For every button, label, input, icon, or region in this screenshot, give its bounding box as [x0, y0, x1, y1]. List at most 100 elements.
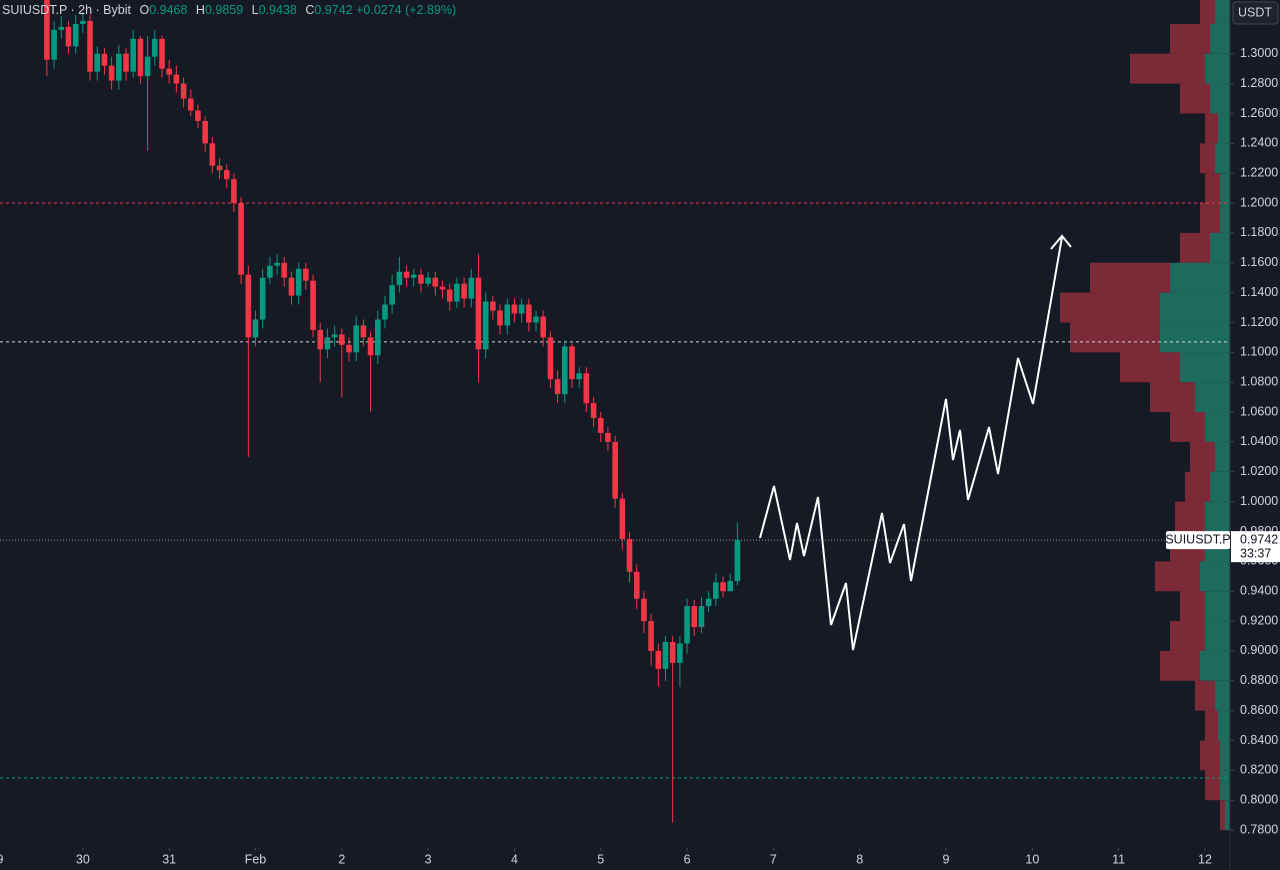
candle-body [641, 598, 647, 622]
profile-down [1090, 262, 1170, 293]
y-tick-label: 0.9400 [1240, 584, 1278, 598]
candle-body [101, 53, 108, 66]
candle-body [339, 334, 345, 345]
candle-body [605, 432, 611, 442]
y-tick-label: 1.2200 [1240, 165, 1278, 179]
candle-body [583, 373, 590, 404]
y-tick-label: 0.8800 [1240, 673, 1278, 687]
forecast-arrowhead [1050, 234, 1072, 250]
profile-down [1190, 441, 1215, 472]
candle-body [648, 621, 654, 651]
y-tick-label: 1.2600 [1240, 106, 1278, 120]
candle-body [94, 53, 101, 72]
profile-down [1205, 770, 1220, 801]
x-tick-label: 4 [511, 852, 518, 866]
currency: USDT [1238, 5, 1272, 19]
x-tick-label: 12 [1198, 852, 1212, 866]
candle-body [705, 598, 712, 607]
candle-body [518, 304, 525, 314]
candle-body [633, 571, 640, 599]
candle-body [389, 285, 395, 305]
y-tick-label: 0.9000 [1240, 643, 1278, 657]
x-tick-label: 5 [597, 852, 604, 866]
candle-body [655, 650, 662, 669]
candle-body [303, 268, 309, 281]
profile-down [1185, 471, 1210, 502]
profile-up [1215, 680, 1230, 711]
currency-box [1232, 1, 1279, 25]
profile-up [1215, 0, 1230, 24]
candle-body [454, 283, 460, 302]
candle-body [144, 56, 151, 77]
profile-up [1218, 710, 1230, 741]
forecast-drawing [759, 234, 1072, 651]
x-tick-label: 11 [1112, 852, 1125, 866]
candle-body [87, 20, 93, 72]
profile-up [1160, 292, 1230, 323]
y-tick-label: 1.2800 [1240, 76, 1278, 90]
candle-body [461, 283, 467, 299]
profile-up [1160, 322, 1230, 353]
high-label: H [195, 3, 205, 17]
profile-down [1170, 23, 1210, 54]
candle-body [475, 277, 482, 350]
y-tick-label: 0.8600 [1240, 703, 1278, 717]
profile-up [1220, 203, 1230, 233]
candle-body [245, 274, 252, 338]
x-tick-label: 2 [338, 852, 345, 866]
candle-body [295, 268, 302, 296]
y-tick-label: 0.7800 [1240, 822, 1278, 836]
candle-body [44, 0, 50, 60]
candle-body [281, 262, 288, 278]
candle-body [533, 316, 539, 323]
profile-down [1180, 591, 1205, 622]
candle-body [151, 38, 158, 57]
candle-body [346, 344, 352, 353]
candle-body [216, 165, 223, 171]
y-tick-label: 1.0400 [1240, 434, 1278, 448]
candle-body [58, 26, 65, 30]
candle-body [734, 540, 741, 582]
candle-body [662, 641, 669, 669]
candle-body [561, 346, 568, 395]
candle-body [353, 325, 360, 353]
y-tick-label: 0.8000 [1240, 793, 1278, 807]
y-tick-label: 1.1800 [1240, 225, 1278, 239]
profile-up [1210, 23, 1230, 54]
candle-body [367, 337, 374, 356]
low-value: 0.9438 [258, 3, 297, 17]
y-tick-label: 1.3000 [1240, 46, 1278, 60]
candle-body [310, 280, 316, 330]
candle-body [439, 286, 446, 290]
candle-body [713, 582, 719, 599]
x-tick-label: 3 [425, 852, 432, 866]
profile-up [1210, 471, 1230, 502]
legend-header: SUIUSDT.P · 2h · Bybit O0.9468 H0.9859 L… [2, 3, 456, 17]
candle-body [173, 74, 180, 84]
guides [0, 202, 1230, 779]
candle-body [123, 53, 129, 72]
profile-up [1205, 412, 1230, 442]
tag-symbol-box [1166, 531, 1230, 550]
tag-price-box [1231, 531, 1280, 563]
candle-body [497, 310, 503, 326]
candle-body [526, 304, 532, 323]
profile-down [1130, 53, 1205, 84]
candle-body [274, 262, 280, 266]
candle-body [252, 319, 259, 338]
candle-body [166, 68, 172, 75]
candle-body [684, 606, 690, 644]
y-tick-label: 0.9200 [1240, 613, 1278, 627]
high-value: 0.9859 [204, 3, 244, 17]
candle-body [267, 265, 273, 278]
symbol: SUIUSDT.P · 2h · Bybit [2, 3, 131, 17]
profile-up [1205, 53, 1230, 84]
y-tick-label: 1.1600 [1240, 255, 1278, 269]
candle-body [51, 29, 57, 60]
axes: 1.3000 1.2800 1.2600 1.2400 1.2200 1.2000 1.18… [0, 46, 1278, 866]
candle-body [238, 203, 244, 275]
y-tick-label: 1.0600 [1240, 404, 1278, 418]
candle-body [691, 606, 698, 628]
